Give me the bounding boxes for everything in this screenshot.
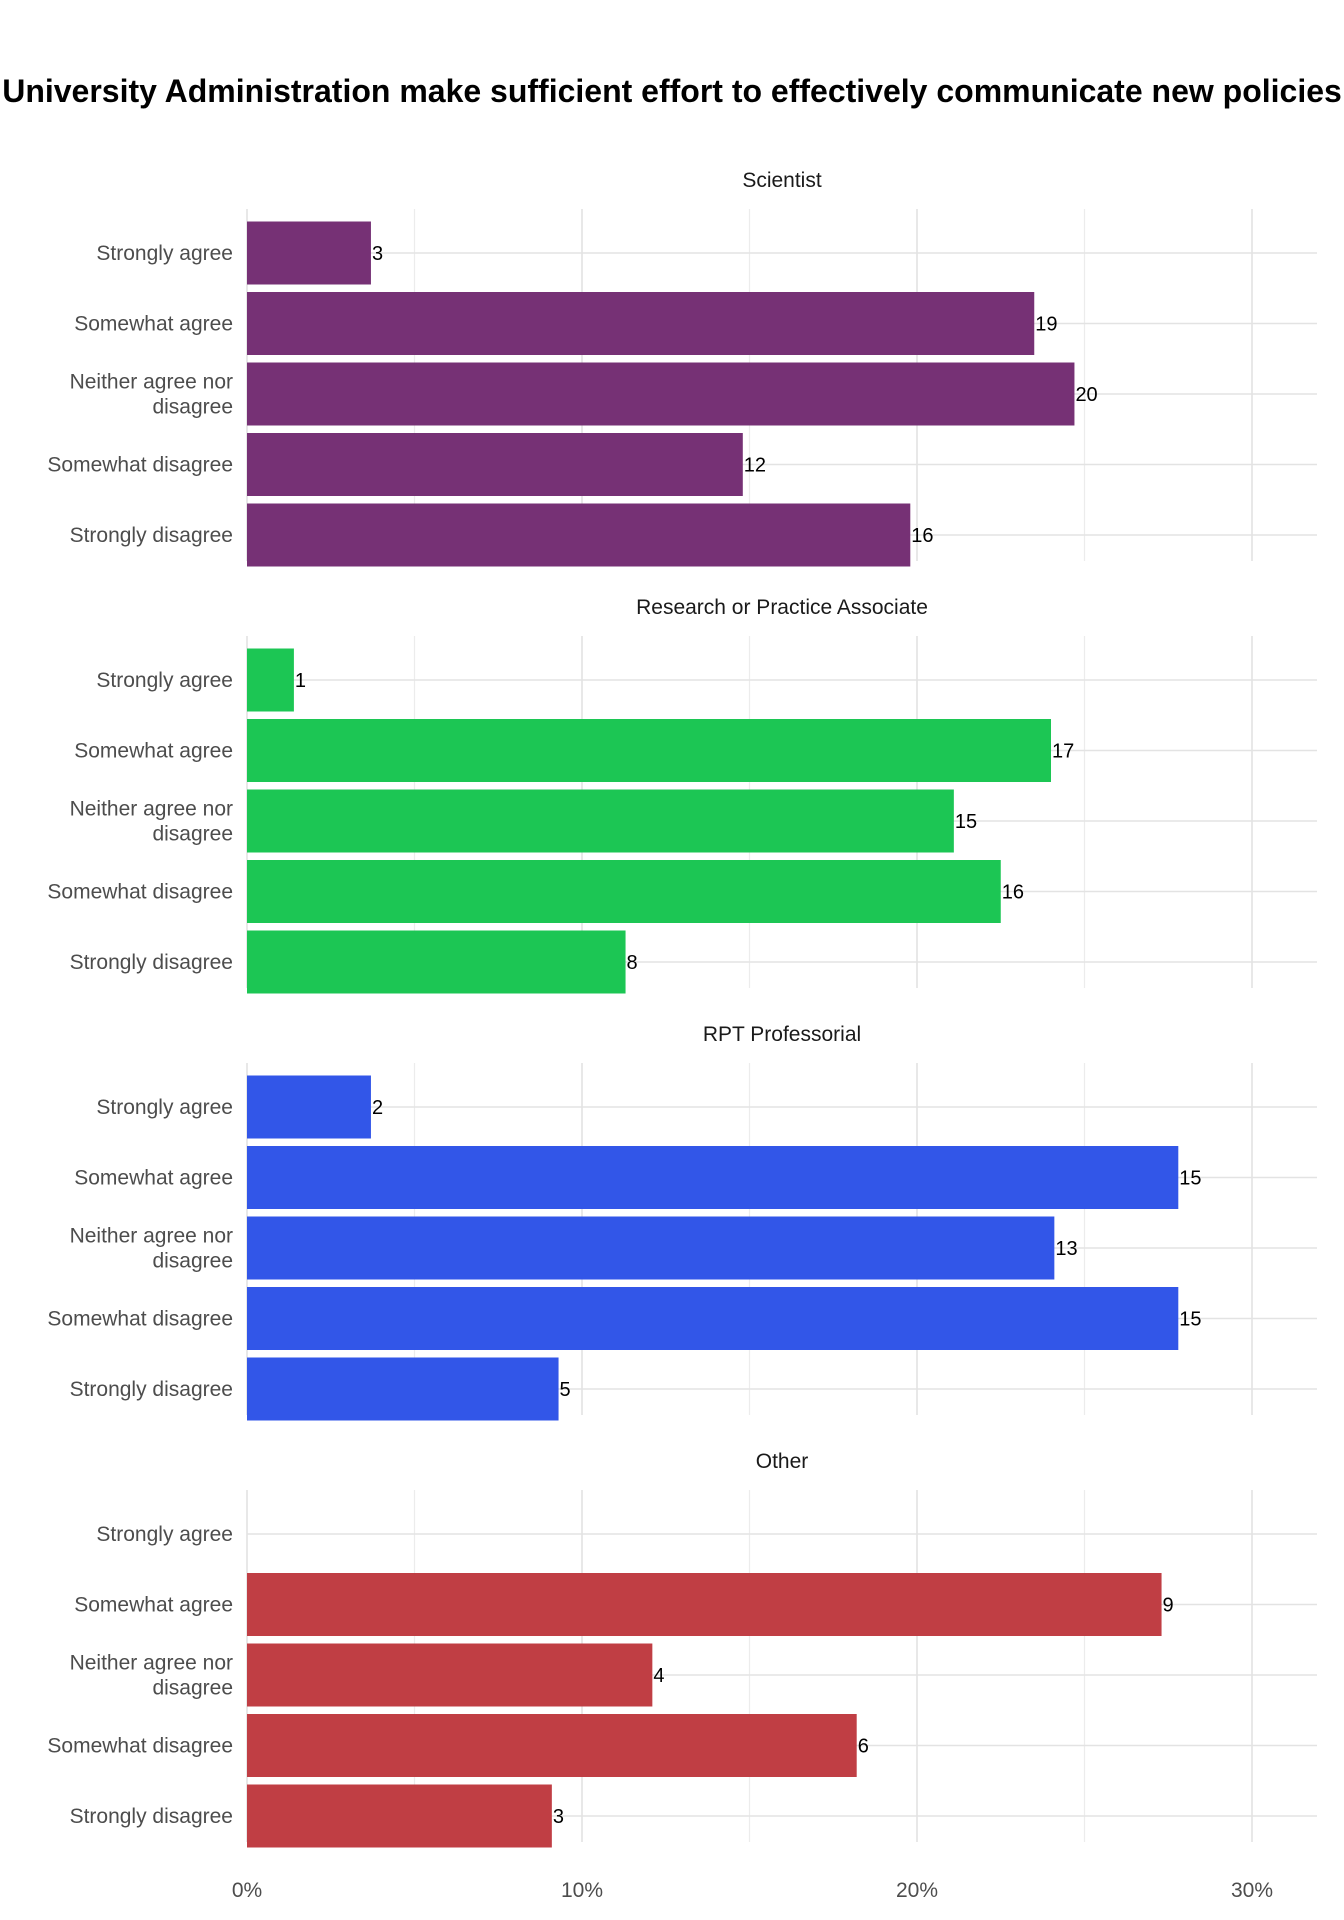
x-tick-label: 20% bbox=[896, 1879, 938, 1902]
bar bbox=[247, 1643, 653, 1707]
bar-value-label: 5 bbox=[560, 1379, 571, 1401]
bar-value-label: 3 bbox=[372, 243, 383, 265]
category-label: Strongly agree bbox=[96, 1523, 233, 1546]
bar-value-label: 4 bbox=[653, 1665, 664, 1687]
category-label: Somewhat agree bbox=[74, 740, 233, 763]
category-label: Strongly disagree bbox=[70, 1805, 233, 1828]
panel-title: Other bbox=[756, 1450, 809, 1473]
panel-title: Research or Practice Associate bbox=[636, 596, 928, 619]
bar-value-label: 13 bbox=[1055, 1238, 1077, 1260]
category-label: Strongly disagree bbox=[70, 951, 233, 974]
category-label: Strongly agree bbox=[96, 1096, 233, 1119]
panel-title: Scientist bbox=[742, 169, 822, 192]
category-label: Strongly agree bbox=[96, 669, 233, 692]
category-label: Strongly agree bbox=[96, 242, 233, 265]
bar-value-label: 15 bbox=[1179, 1168, 1201, 1190]
bar-value-label: 2 bbox=[372, 1097, 383, 1119]
bar bbox=[247, 433, 743, 496]
bar-value-label: 19 bbox=[1035, 314, 1057, 336]
bar bbox=[247, 1357, 559, 1421]
x-tick-label: 10% bbox=[561, 1879, 603, 1902]
bar bbox=[247, 1287, 1179, 1350]
panel-2: RPT Professorial Strongly agree 2 Somewhat … bbox=[47, 1023, 1317, 1421]
bar bbox=[247, 1216, 1055, 1280]
bar-value-label: 15 bbox=[1179, 1309, 1201, 1331]
bar bbox=[247, 503, 911, 567]
bar bbox=[247, 362, 1075, 426]
bar-value-label: 17 bbox=[1052, 741, 1074, 763]
bar bbox=[247, 930, 626, 994]
bar bbox=[247, 1075, 371, 1139]
bar bbox=[247, 1146, 1179, 1209]
bar-value-label: 6 bbox=[858, 1736, 869, 1758]
chart-title: University Administration make sufficien… bbox=[2, 73, 1342, 109]
bar bbox=[247, 648, 294, 712]
bar-value-label: 16 bbox=[911, 525, 933, 547]
x-tick-label: 0% bbox=[232, 1879, 262, 1902]
category-label: Somewhat disagree bbox=[47, 1308, 233, 1331]
category-label: Somewhat disagree bbox=[47, 1735, 233, 1758]
bar bbox=[247, 292, 1035, 355]
category-label: Neither agree nor disagree bbox=[70, 371, 233, 419]
category-label: Neither agree nor disagree bbox=[70, 1225, 233, 1273]
bar-value-label: 1 bbox=[295, 670, 306, 692]
category-label: Somewhat agree bbox=[74, 313, 233, 336]
bar bbox=[247, 1714, 857, 1777]
bar-value-label: 15 bbox=[955, 811, 977, 833]
bar-value-label: 3 bbox=[553, 1806, 564, 1828]
bar bbox=[247, 789, 954, 853]
bar-value-label: 12 bbox=[744, 455, 766, 477]
bar bbox=[247, 1573, 1162, 1636]
category-label: Neither agree nor disagree bbox=[70, 1652, 233, 1700]
category-label: Somewhat disagree bbox=[47, 454, 233, 477]
category-label: Strongly disagree bbox=[70, 524, 233, 547]
category-label: Somewhat agree bbox=[74, 1167, 233, 1190]
x-tick-label: 30% bbox=[1231, 1879, 1273, 1902]
panel-1: Research or Practice Associate Strongly a… bbox=[47, 596, 1317, 994]
bar bbox=[247, 221, 371, 285]
bar bbox=[247, 719, 1051, 782]
panel-3: Other Strongly agree Somewhat agree 9 Neithe… bbox=[47, 1450, 1317, 1848]
category-label: Somewhat disagree bbox=[47, 881, 233, 904]
category-label: Strongly disagree bbox=[70, 1378, 233, 1401]
bar-value-label: 20 bbox=[1075, 384, 1097, 406]
category-label: Neither agree nor disagree bbox=[70, 798, 233, 846]
bar bbox=[247, 1784, 552, 1848]
bar-value-label: 9 bbox=[1163, 1595, 1174, 1617]
bar-value-label: 16 bbox=[1002, 882, 1024, 904]
category-label: Somewhat agree bbox=[74, 1594, 233, 1617]
bar bbox=[247, 860, 1001, 923]
panel-title: RPT Professorial bbox=[703, 1023, 861, 1046]
panel-0: Scientist Strongly agree 3 Somewhat agree 19… bbox=[47, 169, 1317, 567]
bar-value-label: 8 bbox=[627, 952, 638, 974]
